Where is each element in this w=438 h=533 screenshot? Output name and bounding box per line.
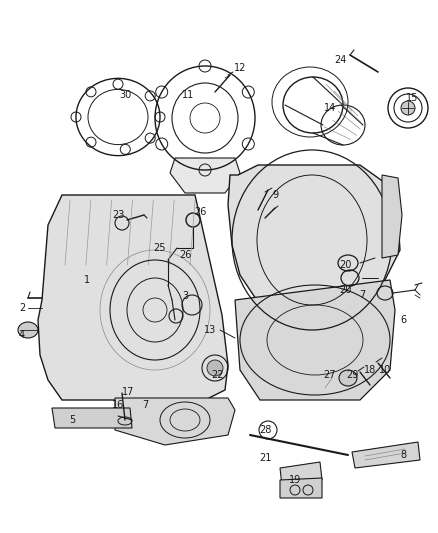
Text: 26: 26 [179, 250, 191, 260]
Polygon shape [52, 408, 132, 428]
Text: 21: 21 [259, 453, 271, 463]
Ellipse shape [207, 360, 223, 376]
Polygon shape [170, 158, 240, 193]
Text: 7: 7 [142, 400, 148, 410]
Text: 3: 3 [182, 291, 188, 301]
Text: 4: 4 [19, 330, 25, 340]
Polygon shape [115, 398, 235, 445]
Polygon shape [382, 175, 402, 258]
Text: 2: 2 [19, 303, 25, 313]
Text: 11: 11 [182, 90, 194, 100]
Text: 28: 28 [259, 425, 271, 435]
Text: 26: 26 [194, 207, 206, 217]
Text: 18: 18 [364, 365, 376, 375]
Ellipse shape [339, 370, 357, 386]
Polygon shape [352, 442, 420, 468]
Text: 8: 8 [400, 450, 406, 460]
Text: 25: 25 [154, 243, 166, 253]
Polygon shape [235, 280, 395, 400]
Text: 19: 19 [289, 475, 301, 485]
Text: 20: 20 [339, 260, 351, 270]
Text: 10: 10 [379, 365, 391, 375]
Text: 22: 22 [212, 370, 224, 380]
Text: 13: 13 [204, 325, 216, 335]
Text: 5: 5 [69, 415, 75, 425]
Text: 12: 12 [234, 63, 246, 73]
Text: 1: 1 [84, 275, 90, 285]
Polygon shape [38, 195, 228, 400]
Polygon shape [280, 462, 322, 486]
Text: 29: 29 [346, 370, 358, 380]
Text: 23: 23 [112, 210, 124, 220]
Polygon shape [280, 478, 322, 498]
Polygon shape [228, 165, 400, 305]
Text: 15: 15 [406, 93, 418, 103]
Text: 17: 17 [122, 387, 134, 397]
Text: 27: 27 [324, 370, 336, 380]
Text: 24: 24 [334, 55, 346, 65]
Ellipse shape [401, 101, 415, 115]
Text: 20: 20 [339, 285, 351, 295]
Text: 30: 30 [119, 90, 131, 100]
Text: 9: 9 [272, 190, 278, 200]
Text: 7: 7 [359, 290, 365, 300]
Text: 6: 6 [400, 315, 406, 325]
Text: 14: 14 [324, 103, 336, 113]
Text: 16: 16 [112, 400, 124, 410]
Ellipse shape [18, 322, 38, 338]
